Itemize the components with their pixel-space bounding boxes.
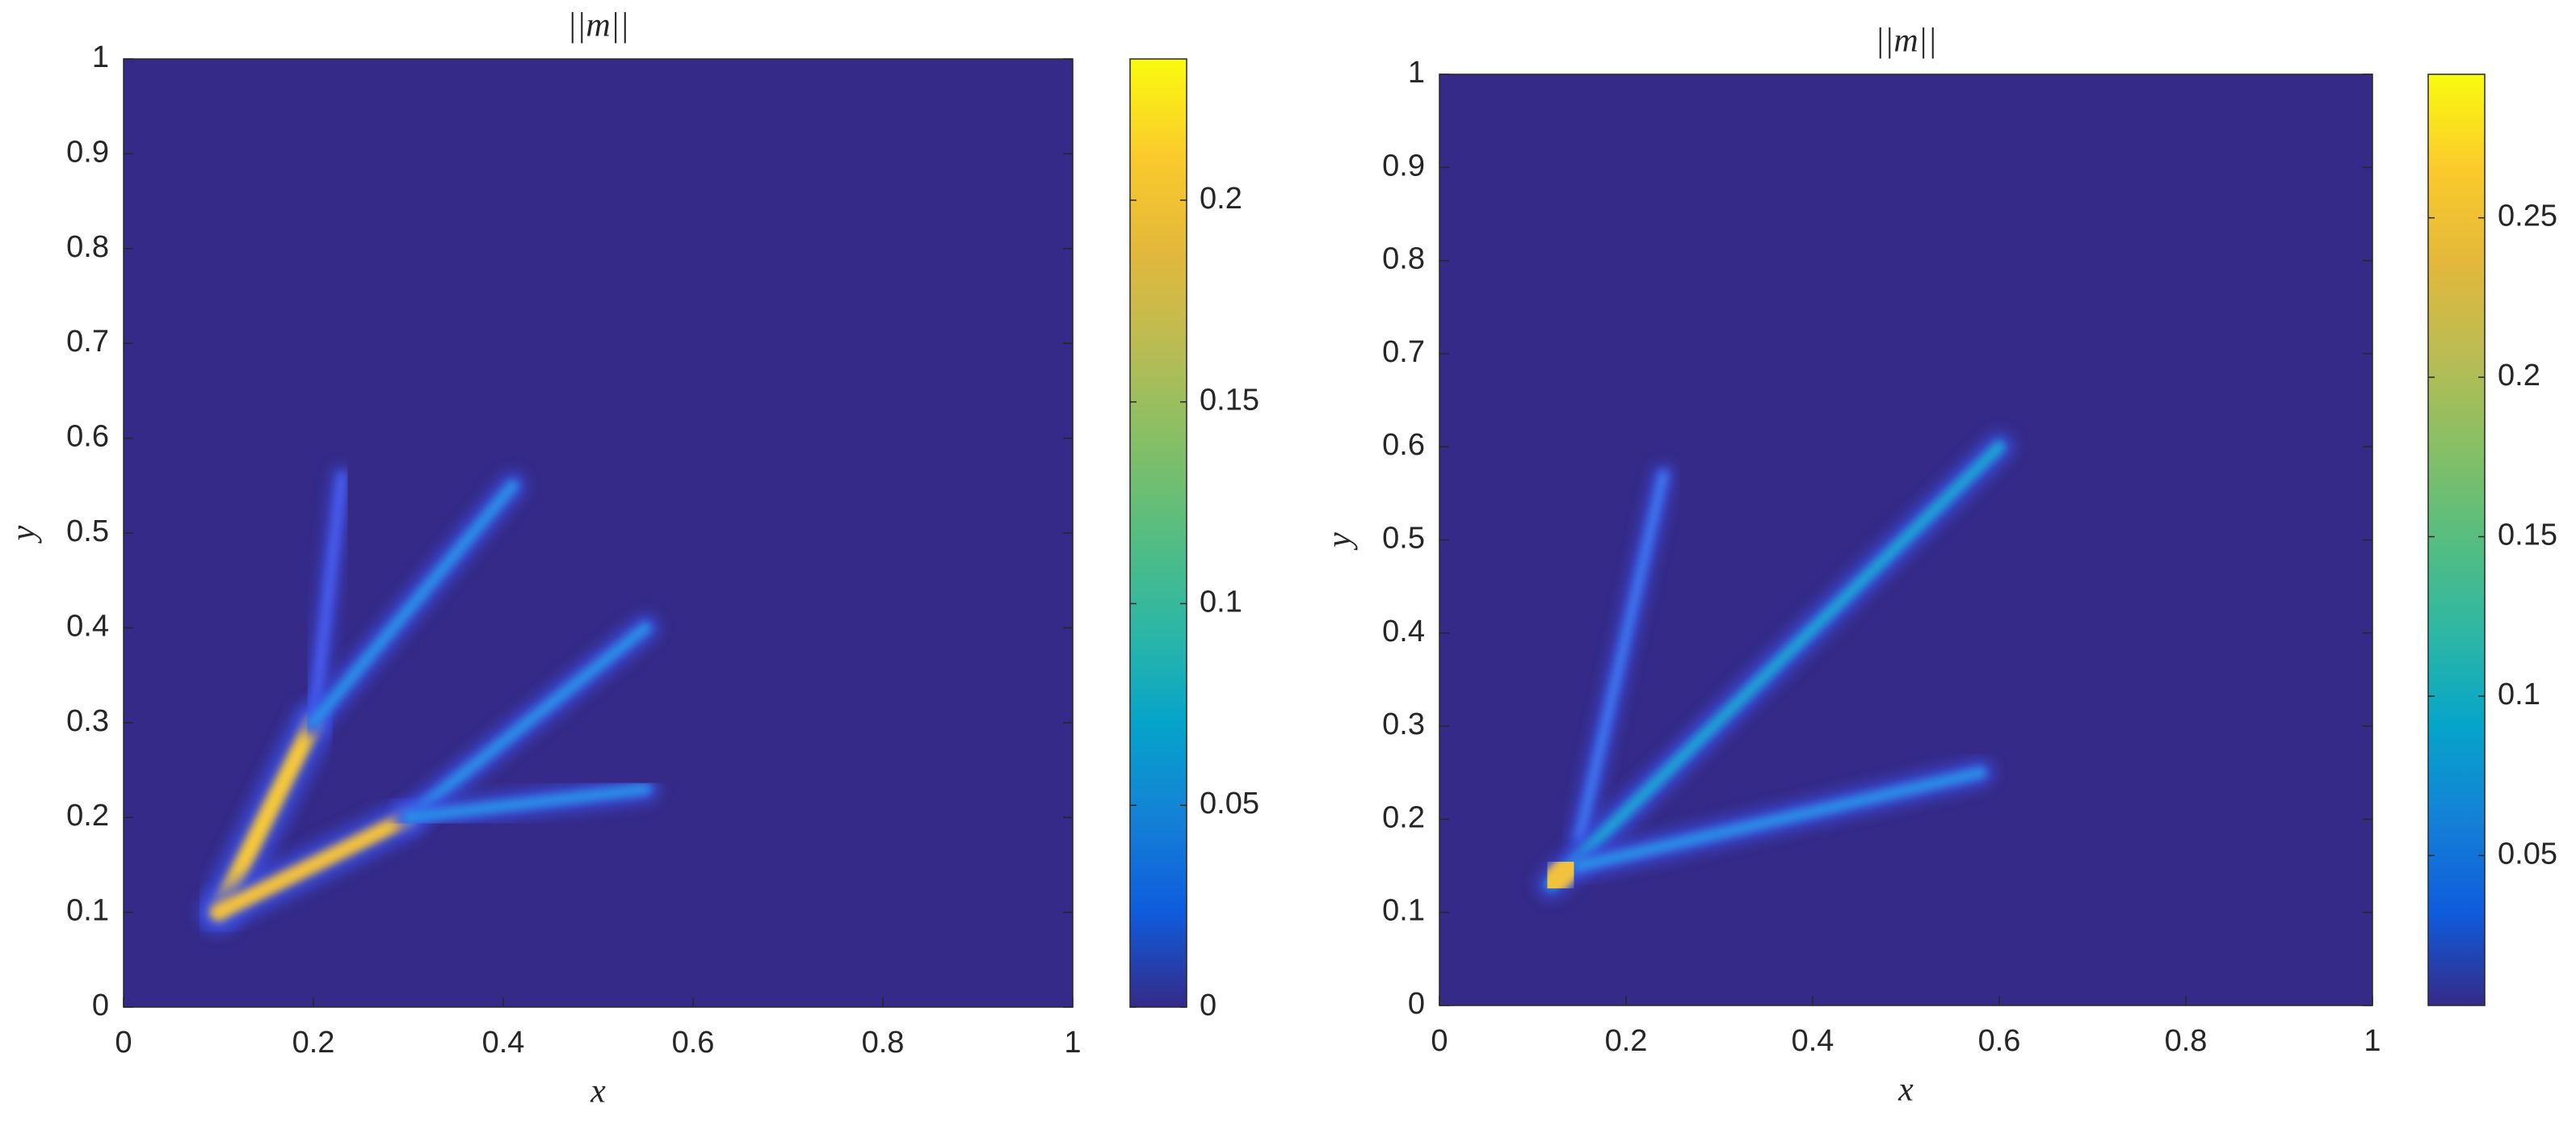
x-tick-label: 0.2 — [292, 1026, 335, 1060]
x-tick-label: 1 — [2364, 1024, 2381, 1058]
y-tick-label: 0.6 — [1382, 428, 1425, 462]
y-tick-label: 0.4 — [1382, 615, 1425, 649]
y-tick-label: 0.3 — [1382, 707, 1425, 741]
y-axis-label: y — [1322, 532, 1359, 551]
y-tick-label: 0.2 — [1382, 800, 1425, 834]
y-axis-label: y — [6, 525, 43, 544]
x-tick-label: 0.2 — [1605, 1024, 1648, 1058]
density-branch — [308, 480, 519, 728]
colorbar-tick-label: 0.2 — [1200, 182, 1242, 216]
y-tick-label: 1 — [92, 40, 109, 74]
y-tick-label: 0.3 — [66, 704, 109, 738]
y-tick-label: 0.5 — [66, 514, 109, 548]
colorbar-tick-label: 0.25 — [2498, 199, 2557, 233]
x-tick-label: 0 — [1431, 1024, 1448, 1058]
colorbar-tick-label: 0.1 — [1200, 585, 1242, 619]
x-axis-label: x — [590, 1073, 606, 1110]
y-tick-label: 0 — [92, 989, 109, 1022]
colorbar-tick-label: 0 — [1200, 989, 1217, 1022]
colorbar-tick-label: 0.2 — [2498, 359, 2540, 392]
y-tick-label: 0.1 — [66, 894, 109, 928]
x-axis-label: x — [1897, 1072, 1914, 1109]
x-tick-label: 0.8 — [2165, 1024, 2208, 1058]
x-tick-label: 1 — [1064, 1026, 1081, 1060]
y-tick-label: 0.7 — [66, 325, 109, 359]
y-tick-label: 0.4 — [66, 609, 109, 643]
density-branch — [1545, 440, 2006, 891]
y-tick-label: 0.6 — [66, 420, 109, 454]
y-tick-label: 0.7 — [1382, 335, 1425, 369]
colorbar-tick-label: 0.05 — [1200, 787, 1259, 821]
colorbar — [1129, 58, 1187, 1008]
chart-title: ||m|| — [1875, 23, 1937, 60]
x-tick-label: 0.6 — [1978, 1024, 2021, 1058]
x-tick-label: 0.4 — [1792, 1024, 1834, 1058]
x-tick-label: 0 — [115, 1026, 132, 1060]
density-branch — [1537, 852, 1584, 899]
y-tick-label: 1 — [1408, 56, 1425, 90]
density-branch — [1574, 470, 1668, 842]
density-branch — [309, 472, 347, 727]
y-tick-label: 0.9 — [1382, 149, 1425, 183]
colorbar-tick-label: 0.1 — [2498, 678, 2540, 712]
x-tick-label: 0.6 — [672, 1026, 715, 1060]
y-tick-label: 0 — [1408, 987, 1425, 1021]
heatmap-field — [124, 59, 1073, 1007]
y-tick-label: 0.9 — [66, 135, 109, 169]
colorbar-tick-label: 0.15 — [1200, 384, 1259, 418]
x-tick-label: 0.8 — [862, 1026, 905, 1060]
colorbar — [2427, 73, 2486, 1006]
x-tick-label: 0.4 — [482, 1026, 525, 1060]
colorbar-tick-label: 0.05 — [2498, 837, 2557, 871]
y-tick-label: 0.8 — [66, 230, 109, 264]
colorbar-tick-label: 0.15 — [2498, 518, 2557, 552]
density-branch — [1574, 766, 1986, 872]
y-tick-label: 0.2 — [66, 799, 109, 833]
chart-title: ||m|| — [567, 7, 629, 44]
y-tick-label: 0.5 — [1382, 522, 1425, 556]
density-branch — [402, 622, 652, 824]
density-branch — [402, 783, 652, 824]
y-tick-label: 0.8 — [1382, 242, 1425, 276]
y-tick-label: 0.1 — [1382, 894, 1425, 928]
heatmap-density — [1518, 432, 2014, 917]
heatmap-density — [191, 466, 660, 940]
